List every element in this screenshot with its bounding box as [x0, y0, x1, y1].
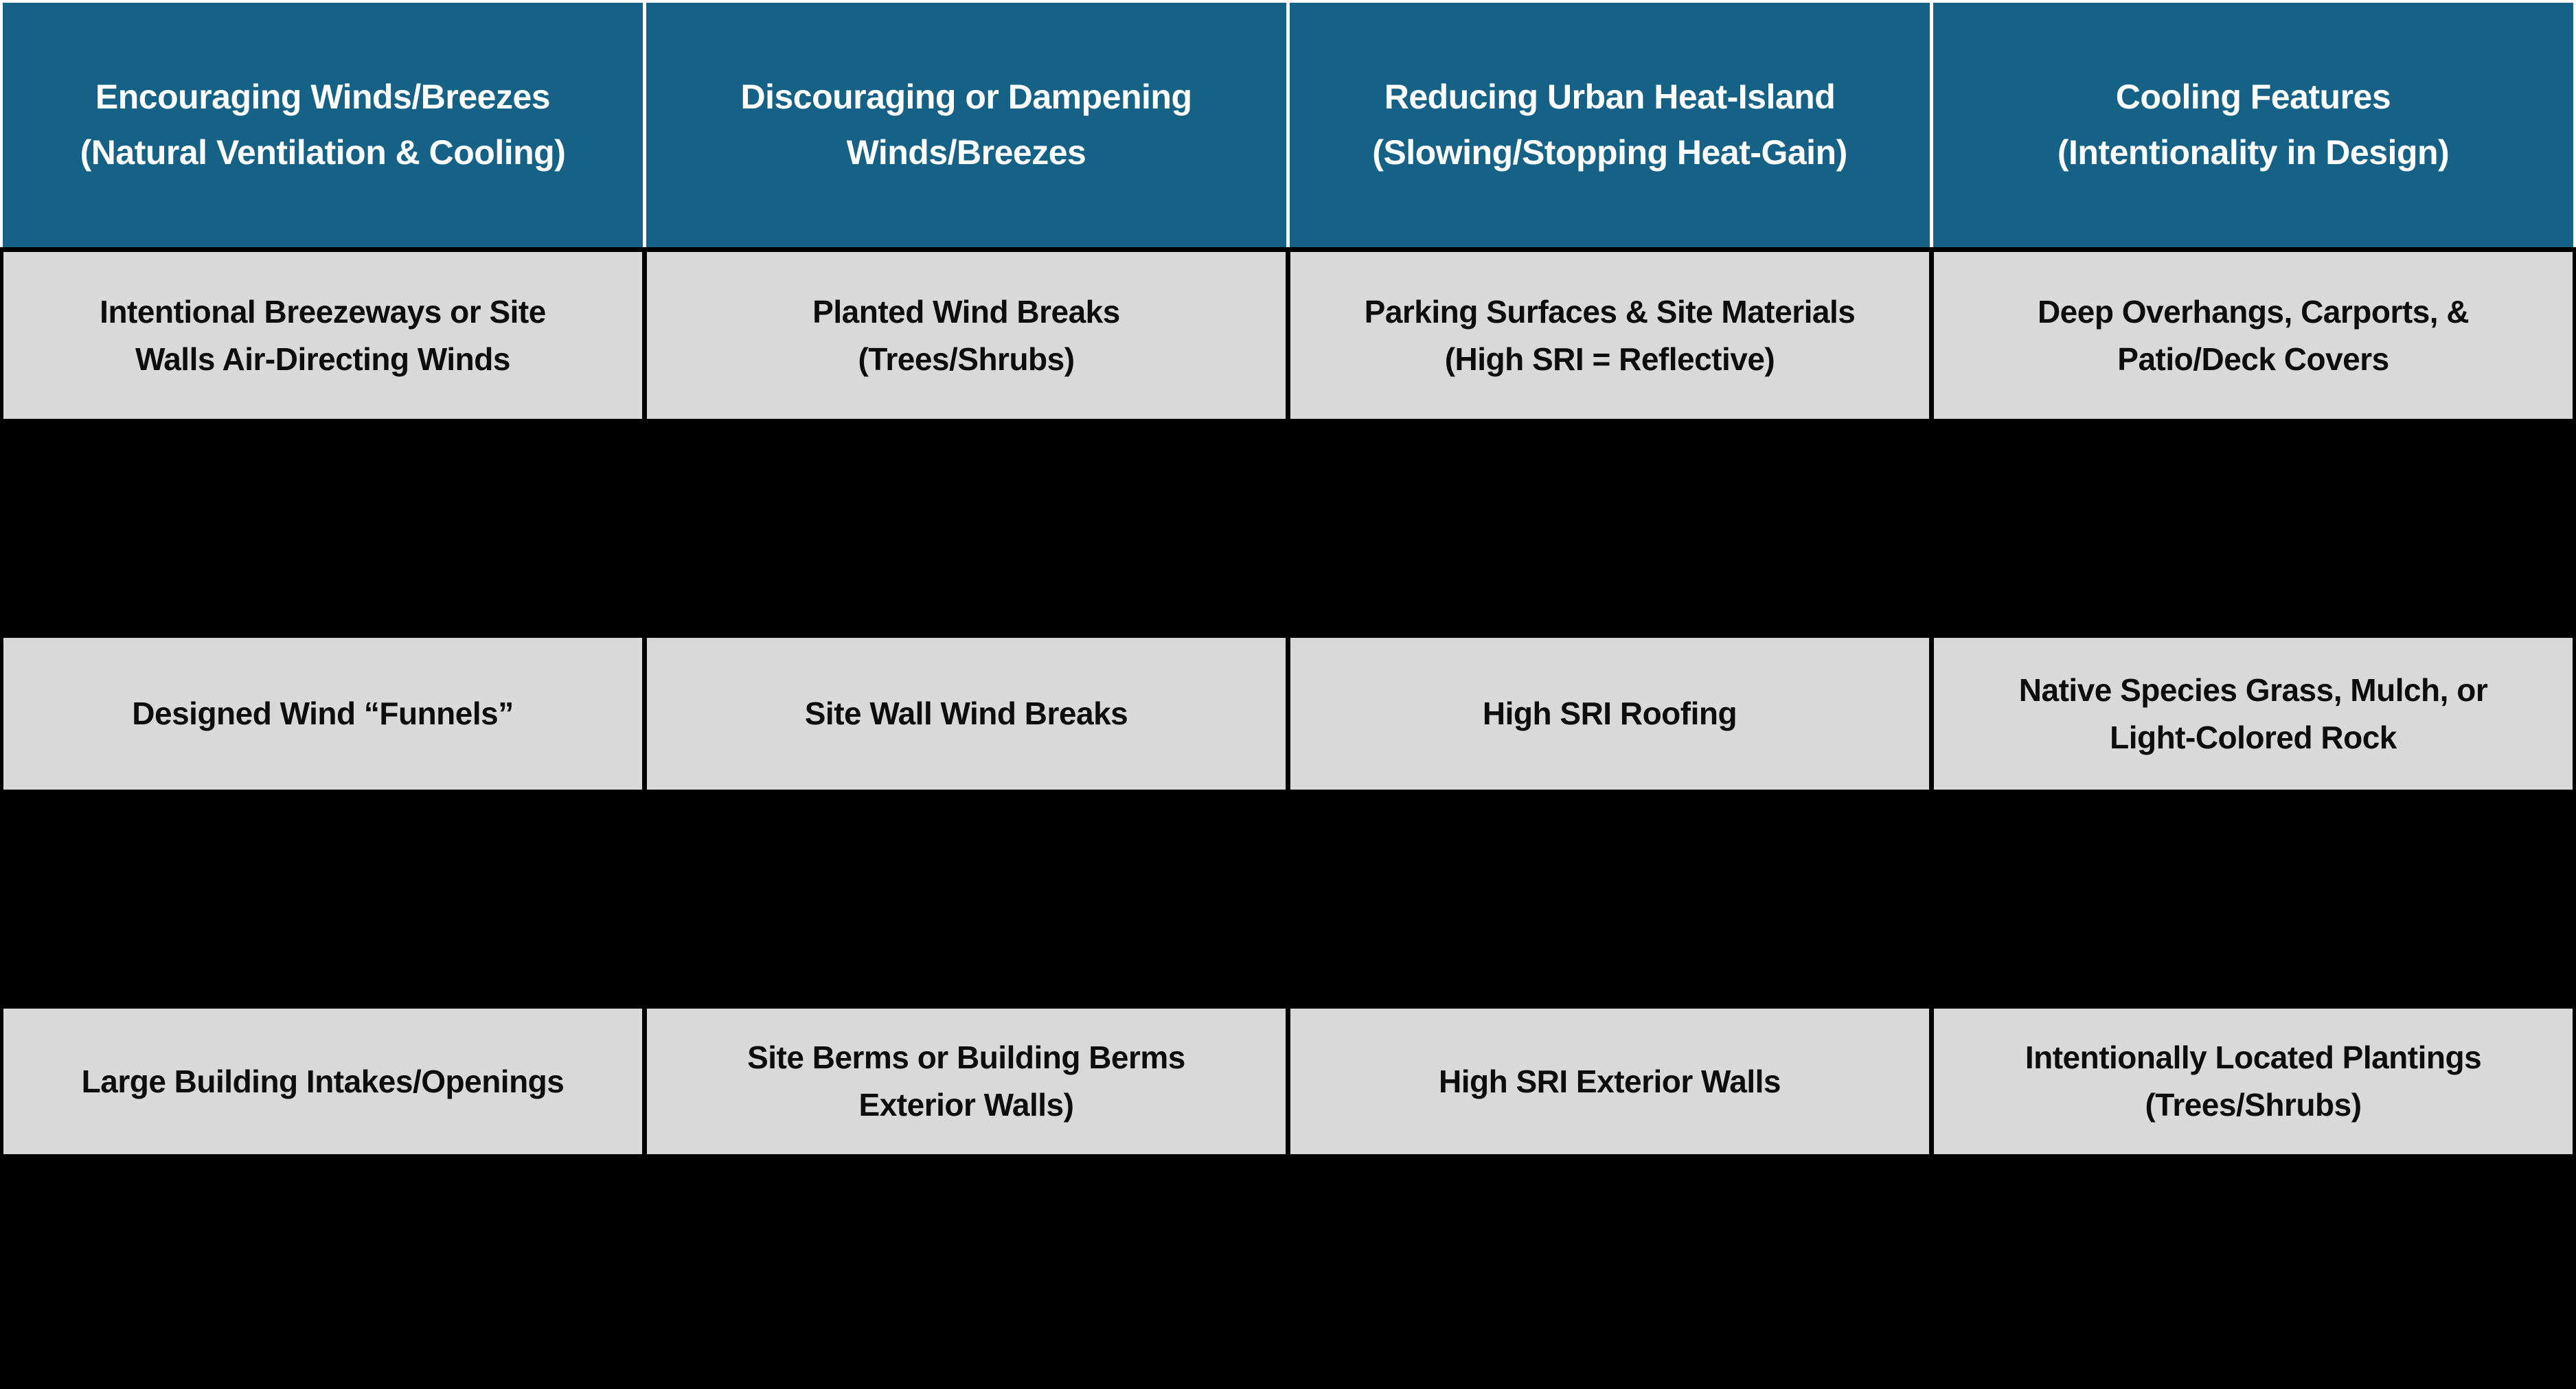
table-cell: Large Building Intakes/Openings — [3, 1009, 642, 1154]
table-header-row: Encouraging Winds/Breezes (Natural Venti… — [0, 0, 2576, 247]
table-cell: High SRI Roofing — [1290, 638, 1929, 790]
blank-image-row — [0, 419, 2576, 638]
header-divider-rule — [0, 247, 2576, 252]
table-cell: Site Wall Wind Breaks — [647, 638, 1286, 790]
table-cell: Native Species Grass, Mulch, or Light-Co… — [1934, 638, 2573, 790]
column-header-cooling-features: Cooling Features (Intentionality in Desi… — [1933, 3, 2573, 247]
blank-image-row — [0, 790, 2576, 1009]
table-cell: Designed Wind “Funnels” — [3, 638, 642, 790]
blank-image-row — [0, 1154, 2576, 1389]
column-header-reducing-heat-island: Reducing Urban Heat-Island (Slowing/Stop… — [1290, 3, 1930, 247]
table-cell: Planted Wind Breaks (Trees/Shrubs) — [647, 252, 1286, 419]
column-header-encouraging-winds: Encouraging Winds/Breezes (Natural Venti… — [3, 3, 643, 247]
table-row-3: Large Building Intakes/Openings Site Ber… — [0, 1009, 2576, 1154]
table-cell: Intentional Breezeways or Site Walls Air… — [3, 252, 642, 419]
table-cell: Site Berms or Building Berms Exterior Wa… — [647, 1009, 1286, 1154]
table-cell: High SRI Exterior Walls — [1290, 1009, 1929, 1154]
table-row-2: Designed Wind “Funnels” Site Wall Wind B… — [0, 638, 2576, 790]
table-cell: Parking Surfaces & Site Materials (High … — [1290, 252, 1929, 419]
column-header-discouraging-winds: Discouraging or Dampening Winds/Breezes — [646, 3, 1286, 247]
table-cell: Intentionally Located Plantings (Trees/S… — [1934, 1009, 2573, 1154]
table-cell: Deep Overhangs, Carports, & Patio/Deck C… — [1934, 252, 2573, 419]
table-row-1: Intentional Breezeways or Site Walls Air… — [0, 252, 2576, 419]
